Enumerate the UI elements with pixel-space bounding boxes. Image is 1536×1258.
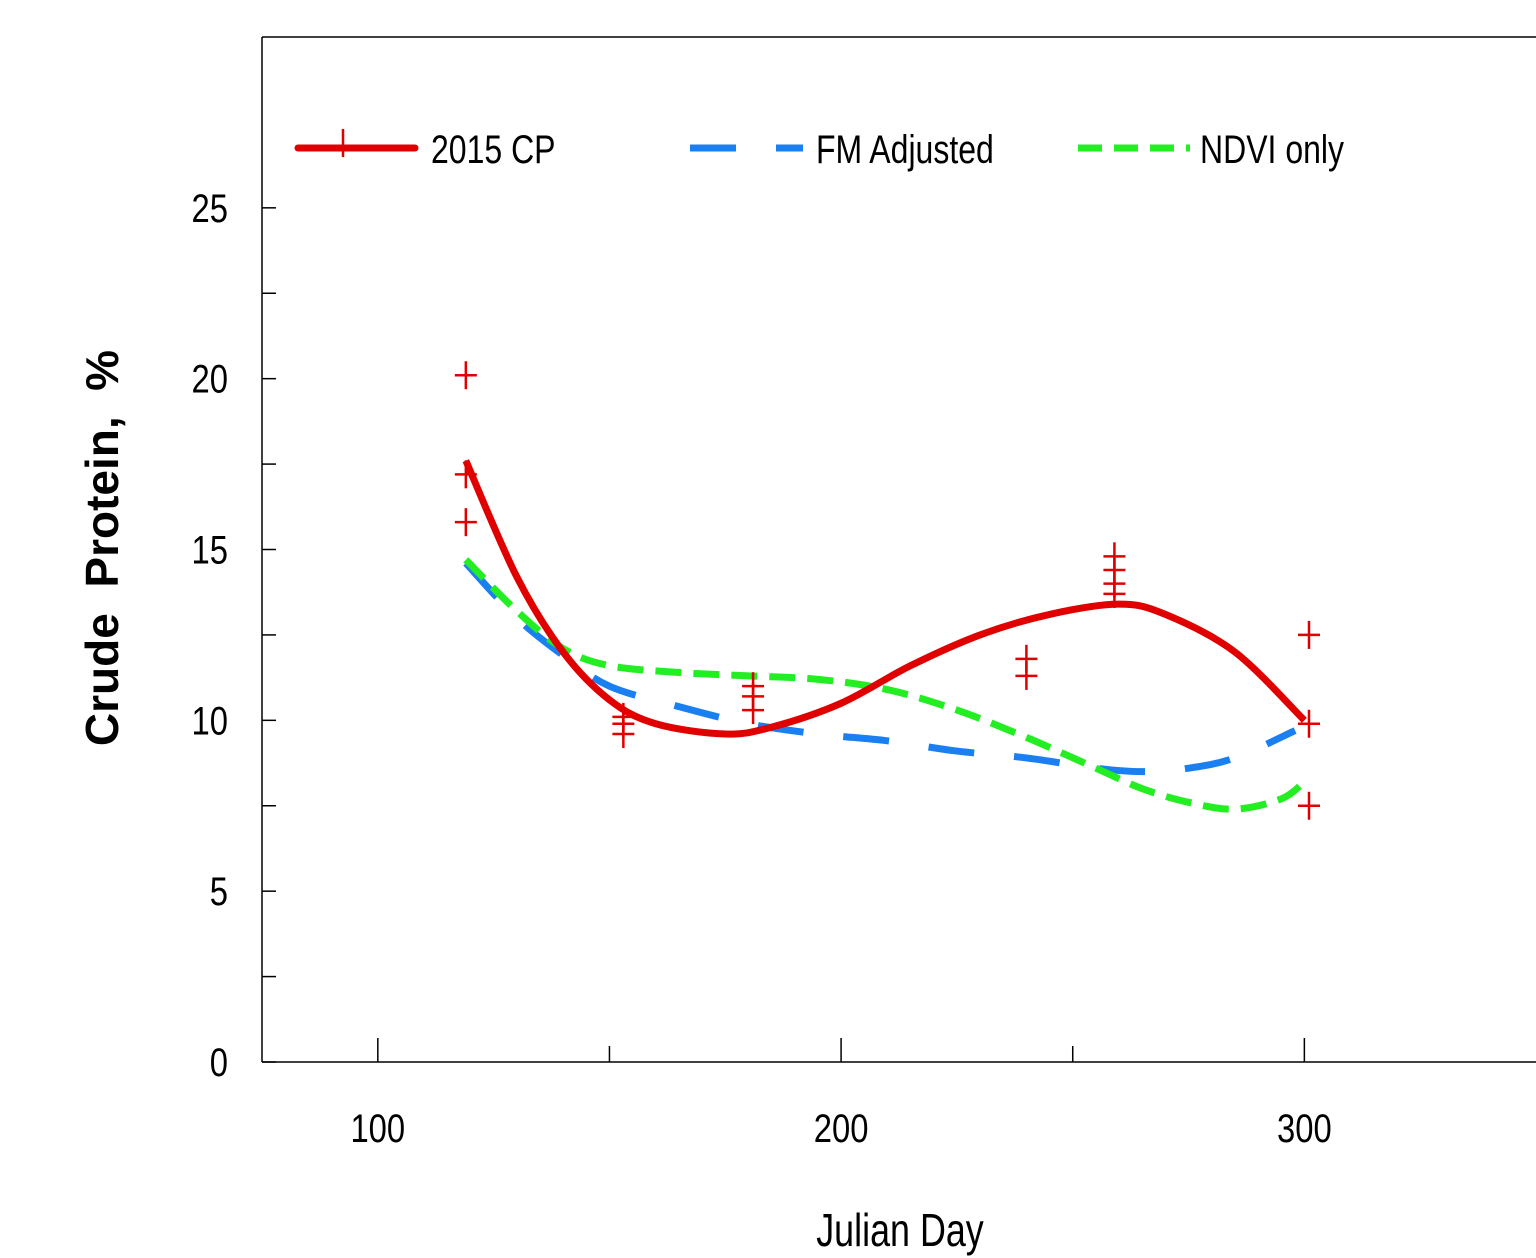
data-point-marker bbox=[1297, 620, 1320, 649]
y-tick-label: 5 bbox=[210, 869, 228, 914]
legend: 2015 CP FM Adjusted NDVI only bbox=[294, 127, 1345, 172]
observation-markers bbox=[454, 361, 1320, 820]
data-point-marker bbox=[742, 696, 765, 725]
y-tick-label: 25 bbox=[192, 186, 228, 231]
legend-item-fm-adjusted: FM Adjusted bbox=[690, 127, 994, 172]
x-tick-label: 300 bbox=[1277, 1106, 1332, 1151]
y-tick-label: 10 bbox=[192, 698, 228, 743]
legend-label-ndvi-only: NDVI only bbox=[1200, 127, 1345, 172]
y-tick-label: 20 bbox=[192, 357, 228, 402]
data-point-marker bbox=[1297, 791, 1320, 820]
legend-label-2015-cp: 2015 CP bbox=[431, 127, 556, 172]
x-axis-ticks: 100 200 300 bbox=[350, 1038, 1332, 1151]
data-point-marker bbox=[1297, 709, 1320, 738]
series-curves bbox=[462, 459, 1307, 813]
x-axis-title: Julian Day bbox=[816, 1205, 984, 1256]
data-point-marker bbox=[454, 460, 477, 489]
y-axis-title: Crude Protein, % bbox=[76, 350, 128, 746]
legend-plus-marker bbox=[332, 129, 354, 157]
legend-item-ndvi-only: NDVI only bbox=[1078, 127, 1345, 172]
series-line-2015-cp bbox=[462, 459, 1307, 738]
y-tick-label: 0 bbox=[210, 1040, 228, 1085]
y-tick-label: 15 bbox=[192, 527, 228, 572]
legend-item-2015-cp: 2015 CP bbox=[294, 127, 556, 172]
series-line-ndvi-only bbox=[463, 557, 1307, 813]
data-point-marker bbox=[454, 361, 477, 390]
data-point-marker bbox=[1103, 579, 1126, 608]
series-line-fm-adjusted bbox=[463, 560, 1297, 776]
data-point-marker bbox=[454, 508, 477, 537]
data-point-marker bbox=[612, 720, 635, 748]
data-point-marker bbox=[1015, 661, 1038, 690]
x-tick-label: 100 bbox=[350, 1106, 405, 1151]
x-tick-label: 200 bbox=[814, 1106, 869, 1151]
legend-label-fm-adjusted: FM Adjusted bbox=[816, 127, 994, 172]
y-axis-ticks: 0 5 10 15 20 25 bbox=[192, 186, 276, 1085]
